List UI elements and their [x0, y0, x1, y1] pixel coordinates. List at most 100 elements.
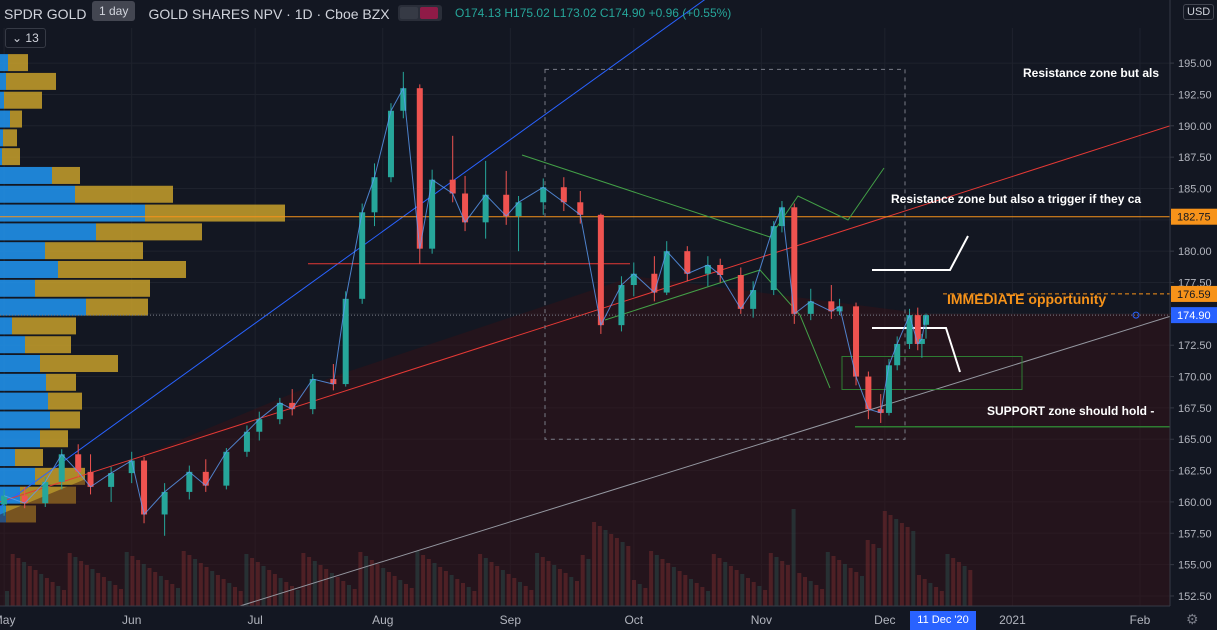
- candle-body: [462, 193, 469, 223]
- vp-bar-blue: [0, 279, 35, 297]
- symbol-name[interactable]: SPDR GOLD: [4, 6, 87, 22]
- volume-bar: [335, 577, 340, 606]
- volume-bar: [392, 576, 397, 606]
- vp-bar-blue: [0, 505, 6, 523]
- candle-body: [400, 88, 407, 111]
- candle-body: [21, 495, 28, 504]
- gear-icon[interactable]: ⚙: [1186, 611, 1199, 627]
- vp-bar-blue: [0, 355, 40, 373]
- volume-bar: [10, 554, 15, 606]
- upper-price-badge: 176.59: [1177, 289, 1211, 301]
- volume-bar: [90, 569, 95, 606]
- volume-bar: [968, 570, 973, 606]
- vp-bar-gold: [46, 373, 76, 391]
- volume-bar: [398, 580, 403, 606]
- downside-arrow: [872, 327, 961, 373]
- volume-bar: [164, 580, 169, 606]
- y-tick-label: 170.00: [1178, 372, 1212, 384]
- vp-bar-gold: [3, 129, 17, 147]
- volume-bar: [774, 557, 779, 606]
- volume-bar: [848, 568, 853, 606]
- eye-icon[interactable]: [400, 7, 418, 19]
- vp-bar-gold: [40, 355, 118, 373]
- vp-bar-blue: [0, 467, 35, 485]
- volume-bar: [751, 582, 756, 606]
- candle-body: [256, 419, 263, 432]
- wave-icon[interactable]: [420, 7, 438, 19]
- volume-bar: [728, 566, 733, 606]
- volume-bar: [461, 583, 465, 606]
- volume-bar: [27, 566, 32, 606]
- vp-bar-gold: [96, 223, 202, 241]
- candle-body: [906, 315, 913, 344]
- volume-bar: [478, 554, 483, 606]
- price-axis[interactable]: 152.50 155.00 157.50 160.00 162.50 165.00 167.…: [1169, 0, 1217, 630]
- volume-bar: [352, 589, 357, 606]
- indicators-toggle[interactable]: ⌄ 13: [5, 28, 46, 48]
- vp-bar-gold: [50, 411, 80, 429]
- volume-bar: [740, 574, 745, 606]
- volume-bar: [609, 534, 614, 606]
- volume-bar: [671, 567, 676, 606]
- volume-bar: [649, 551, 654, 606]
- volume-bar: [956, 562, 961, 606]
- candle-body: [885, 365, 892, 413]
- volume-bar: [677, 571, 682, 606]
- candle-body: [684, 251, 691, 274]
- volume-bar: [244, 554, 249, 606]
- candle-body: [560, 187, 567, 203]
- vp-bar-gold: [8, 54, 28, 72]
- volume-bar: [421, 555, 426, 606]
- candle-body: [482, 194, 489, 223]
- shaded-zone: [0, 276, 1170, 606]
- vp-bar-blue: [0, 392, 48, 410]
- volume-bar: [597, 526, 602, 606]
- volume-bar: [284, 582, 289, 606]
- volume-bar: [364, 556, 369, 606]
- last-price-badge-bg: [1171, 307, 1217, 324]
- volume-bar: [803, 577, 807, 606]
- vp-bar-gold: [35, 279, 150, 297]
- volume-bar: [375, 564, 380, 606]
- crosshair-date-badge: 11 Dec '20: [910, 611, 976, 630]
- candle-body: [704, 264, 711, 274]
- candle-body: [515, 202, 522, 217]
- volume-bar: [603, 530, 608, 606]
- volume-bar: [295, 590, 300, 606]
- vp-bar-blue: [0, 449, 15, 467]
- volume-bar: [198, 563, 203, 606]
- currency-label[interactable]: USD: [1183, 4, 1215, 20]
- volume-bar: [569, 577, 574, 606]
- vp-bar-gold: [15, 449, 43, 467]
- y-tick-label: 157.50: [1178, 528, 1212, 540]
- candle-body: [416, 88, 423, 249]
- chart-mode-toggle[interactable]: [398, 5, 442, 21]
- volume-bar: [899, 523, 904, 606]
- volume-bar: [50, 582, 55, 606]
- candle-body: [58, 454, 65, 482]
- x-tick-label: May: [0, 613, 15, 627]
- candle-body: [449, 179, 456, 194]
- vp-bar-blue: [0, 317, 12, 335]
- time-axis[interactable]: May Jun Jul Aug Sep Oct Nov Dec 2021 Feb: [0, 605, 1170, 627]
- volume-bar: [176, 588, 180, 606]
- candle-body: [186, 471, 193, 492]
- candle-body: [807, 301, 814, 314]
- dashed-range-box: [544, 68, 906, 440]
- volume-bar: [546, 561, 551, 606]
- volume-bar: [404, 584, 408, 606]
- volume-bar: [250, 558, 255, 606]
- volume-bar: [580, 555, 585, 606]
- vp-bar-blue: [0, 72, 6, 90]
- candle-body: [429, 179, 436, 249]
- volume-bar: [312, 561, 317, 606]
- candle-body: [75, 454, 82, 472]
- candle-body: [630, 273, 637, 286]
- volume-bar: [415, 551, 420, 606]
- volume-bar: [210, 571, 215, 606]
- volume-bar: [825, 552, 830, 606]
- volume-bar: [557, 569, 562, 606]
- upper-price-badge-bg: [1171, 285, 1217, 302]
- vp-bar-blue: [0, 54, 8, 72]
